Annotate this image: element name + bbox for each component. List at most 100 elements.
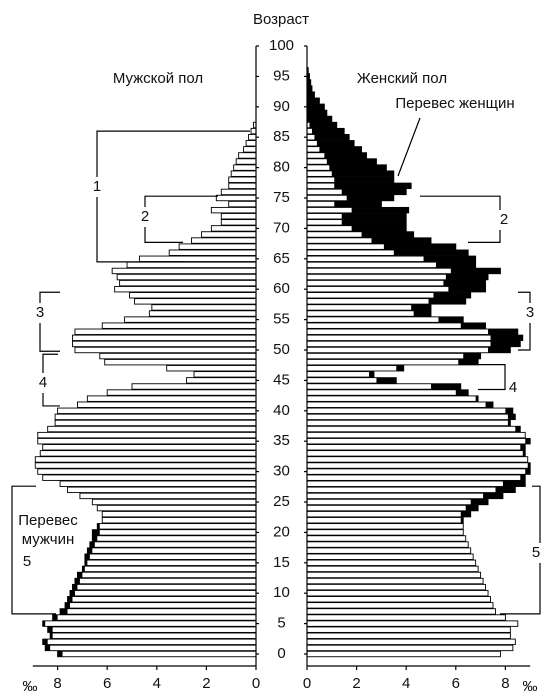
- age-tick-label: 70: [273, 219, 290, 236]
- bar: [306, 444, 526, 451]
- excess-bar: [463, 353, 481, 359]
- bar: [54, 413, 257, 421]
- bar: [306, 438, 531, 445]
- x-unit: ‰: [523, 678, 538, 693]
- bar: [67, 596, 257, 603]
- bar: [91, 535, 257, 542]
- excess-bar: [87, 547, 93, 554]
- age-tick-label: 40: [273, 402, 290, 419]
- bar: [250, 127, 257, 135]
- bar: [148, 310, 257, 317]
- label-bg: [33, 303, 47, 323]
- bar: [306, 626, 511, 633]
- annotation: Перевес: [18, 512, 78, 529]
- bar: [306, 480, 526, 487]
- bar: [306, 541, 469, 548]
- bar: [233, 164, 257, 171]
- bar: [126, 261, 257, 269]
- bar: [220, 188, 257, 196]
- excess-bar: [84, 560, 88, 566]
- bar: [76, 401, 257, 408]
- bar: [81, 565, 257, 573]
- excess-bar: [319, 146, 362, 153]
- excess-bar: [483, 493, 503, 499]
- excess-bar: [311, 128, 345, 134]
- bar: [306, 614, 506, 621]
- excess-bar: [307, 73, 310, 80]
- excess-bar: [470, 499, 489, 505]
- bar: [57, 407, 257, 414]
- bar: [64, 602, 257, 609]
- label-bg: [14, 512, 84, 552]
- bar: [49, 632, 257, 639]
- bar: [306, 510, 472, 518]
- bar: [34, 462, 257, 469]
- excess-bar: [428, 298, 466, 305]
- excess-bar: [411, 304, 431, 311]
- excess-bar: [307, 104, 325, 110]
- label-bg: [90, 177, 104, 197]
- bracket-label: 4: [39, 374, 47, 391]
- bar: [59, 480, 257, 487]
- excess-bar: [70, 590, 75, 596]
- excess-bar: [341, 213, 407, 219]
- excess-bar: [458, 359, 479, 365]
- bar: [114, 286, 257, 293]
- bar: [89, 541, 257, 548]
- bar: [191, 237, 257, 244]
- bar: [230, 170, 257, 177]
- bar: [306, 590, 489, 597]
- male-label: Мужской пол: [113, 70, 203, 87]
- bracket: [11, 485, 56, 615]
- bar: [306, 474, 526, 481]
- x-tick-label: 4: [153, 675, 161, 692]
- bar: [306, 340, 521, 348]
- bar: [306, 565, 479, 573]
- excess-bar: [525, 468, 531, 475]
- excess-bar: [371, 237, 431, 244]
- bar: [228, 182, 257, 190]
- bar: [91, 498, 257, 506]
- bar: [306, 328, 519, 335]
- bar: [37, 438, 257, 445]
- age-tick-label: 35: [273, 432, 290, 449]
- bar: [134, 298, 257, 305]
- bar: [306, 650, 501, 658]
- excess-bar: [527, 462, 531, 469]
- excess-bar: [485, 401, 493, 408]
- age-tick-label: 30: [273, 463, 290, 480]
- bar: [306, 644, 514, 652]
- bar: [39, 450, 257, 457]
- x-tick-label: 4: [402, 675, 410, 692]
- bar: [104, 358, 257, 366]
- bar: [306, 358, 479, 366]
- excess-bar: [488, 347, 511, 353]
- bar: [238, 152, 257, 159]
- bar: [306, 425, 521, 433]
- label-bg: [20, 552, 34, 572]
- excess-bar: [50, 633, 53, 639]
- excess-bar: [361, 231, 414, 238]
- age-tick-label: 75: [273, 189, 290, 206]
- excess-bar: [307, 67, 309, 74]
- excess-bar: [334, 177, 394, 183]
- bar: [306, 419, 511, 427]
- bar: [306, 638, 516, 646]
- bar: [47, 425, 257, 433]
- excess-bar: [307, 91, 315, 98]
- excess-bar: [435, 262, 476, 268]
- excess-bar: [433, 292, 471, 299]
- bracket-label: 5: [23, 553, 31, 570]
- age-tick-label: 10: [273, 584, 290, 601]
- excess-bar: [460, 511, 471, 517]
- bar: [52, 614, 257, 621]
- excess-bar: [525, 438, 531, 444]
- x-tick-label: 2: [202, 675, 210, 692]
- bar: [72, 334, 257, 342]
- excess-bar: [314, 134, 350, 140]
- bar: [215, 194, 257, 202]
- bracket-label: 2: [500, 211, 508, 228]
- bar: [54, 419, 257, 427]
- excess-bar: [307, 110, 327, 116]
- bar: [306, 632, 511, 639]
